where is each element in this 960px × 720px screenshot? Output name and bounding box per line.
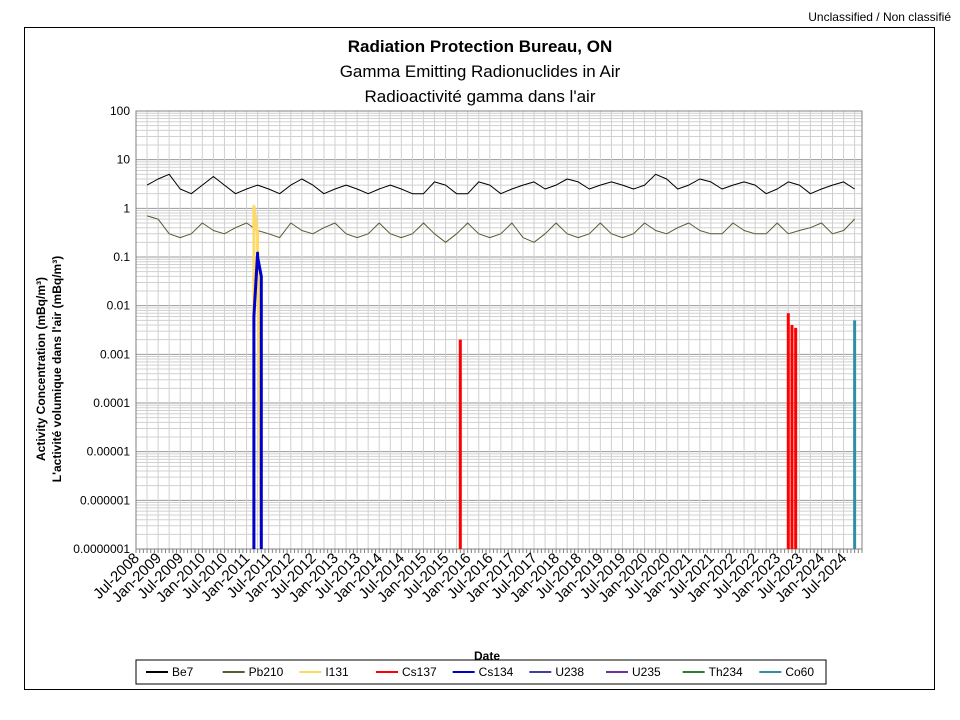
- y-tick-label: 100: [110, 104, 130, 118]
- y-tick-label: 0.001: [100, 347, 130, 361]
- chart-subtitle-fr: Radioactivité gamma dans l'air: [365, 87, 596, 106]
- y-tick-label: 0.01: [107, 299, 131, 313]
- legend-label-be7: Be7: [172, 665, 194, 679]
- legend-box: [135, 659, 827, 685]
- y-tick-label: 0.0001: [93, 396, 130, 410]
- y-tick-label: 0.000001: [80, 493, 130, 507]
- series-line-pb210: [146, 215, 855, 243]
- legend-label-co60: Co60: [785, 665, 814, 679]
- chart-subtitle-en: Gamma Emitting Radionuclides in Air: [340, 62, 621, 81]
- legend-label-cs134: Cs134: [479, 665, 514, 679]
- y-tick-label: 1: [123, 201, 130, 215]
- legend-label-cs137: Cs137: [402, 665, 437, 679]
- plot-area-border: [135, 110, 863, 550]
- y-tick-label: 0.1: [113, 250, 130, 264]
- chart-title: Radiation Protection Bureau, ON: [348, 37, 612, 56]
- y-tick-label: 10: [117, 153, 131, 167]
- classification-label: Unclassified / Non classifié: [808, 10, 951, 24]
- grid: [135, 111, 863, 553]
- series-line-cs134: [252, 251, 263, 549]
- legend-label-u235: U235: [632, 665, 661, 679]
- y-tick-label: 0.0000001: [73, 542, 130, 556]
- y-axis-title-fr: L'activité volumique dans l'air (mBq/m³): [50, 256, 64, 482]
- legend-label-u238: U238: [555, 665, 584, 679]
- x-tick-labels: Jul-2008Jan-2009Jul-2009Jan-2010Jul-2010…: [90, 550, 850, 606]
- chart-svg: 100 10 1 0.1 0.01 0.001 0.0001 0.00001 0.000001 0…: [34, 37, 863, 685]
- legend-label-i131: I131: [325, 665, 349, 679]
- y-axis-title-en: Activity Concentration (mBq/m³): [34, 277, 48, 461]
- series-line-be7: [146, 173, 855, 195]
- y-tick-label: 0.00001: [87, 445, 131, 459]
- y-tick-labels: 100 10 1 0.1 0.01 0.001 0.0001 0.00001 0.000001 0…: [73, 104, 130, 556]
- series-layer: [146, 173, 857, 550]
- legend-label-th234: Th234: [709, 665, 743, 679]
- chart-frame: 100 10 1 0.1 0.01 0.001 0.0001 0.00001 0.000001 0…: [24, 27, 935, 690]
- legend: Be7 Pb210 I131 Cs137 Cs134 U238 U235 Th234 Co60: [146, 665, 814, 679]
- legend-label-pb210: Pb210: [249, 665, 284, 679]
